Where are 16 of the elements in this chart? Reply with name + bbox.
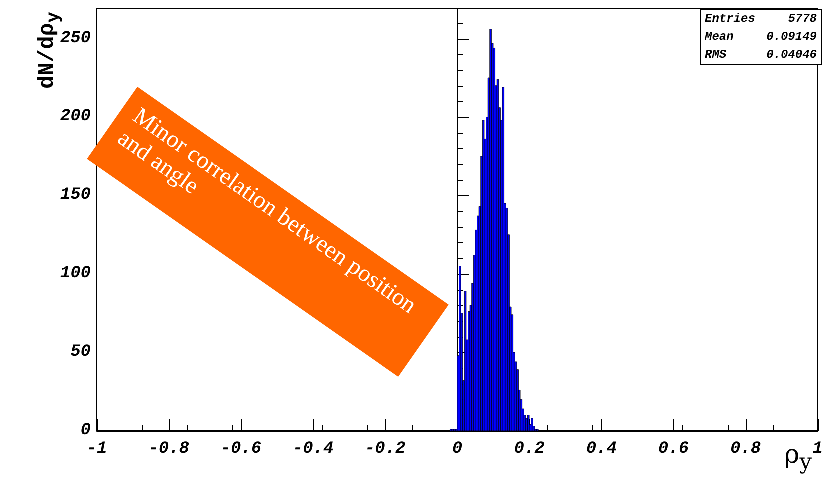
text: Mean 0.09149 [705, 30, 817, 44]
x-tick-label: -0.2 [364, 440, 406, 459]
x-tick-label: 0 [452, 440, 463, 459]
x-tick-label: -0.6 [220, 440, 262, 459]
text: RMS 0.04046 [705, 48, 817, 62]
x-tick-label: -1 [86, 440, 108, 459]
x-tick-label: 0.4 [586, 440, 617, 459]
text: Entries 5778 [705, 12, 817, 26]
x-tick-label: 0.6 [658, 440, 690, 459]
x-tick-label: -0.4 [292, 440, 334, 459]
x-tick-label: 1 [812, 440, 823, 459]
x-tick-label: 0.8 [730, 440, 762, 459]
x-tick-label: 0.2 [514, 440, 545, 459]
x-tick-label: -0.8 [148, 440, 190, 459]
y-tick-label: 0 [80, 422, 91, 440]
x-axis-title: ρ$_{y}$ [784, 440, 812, 478]
